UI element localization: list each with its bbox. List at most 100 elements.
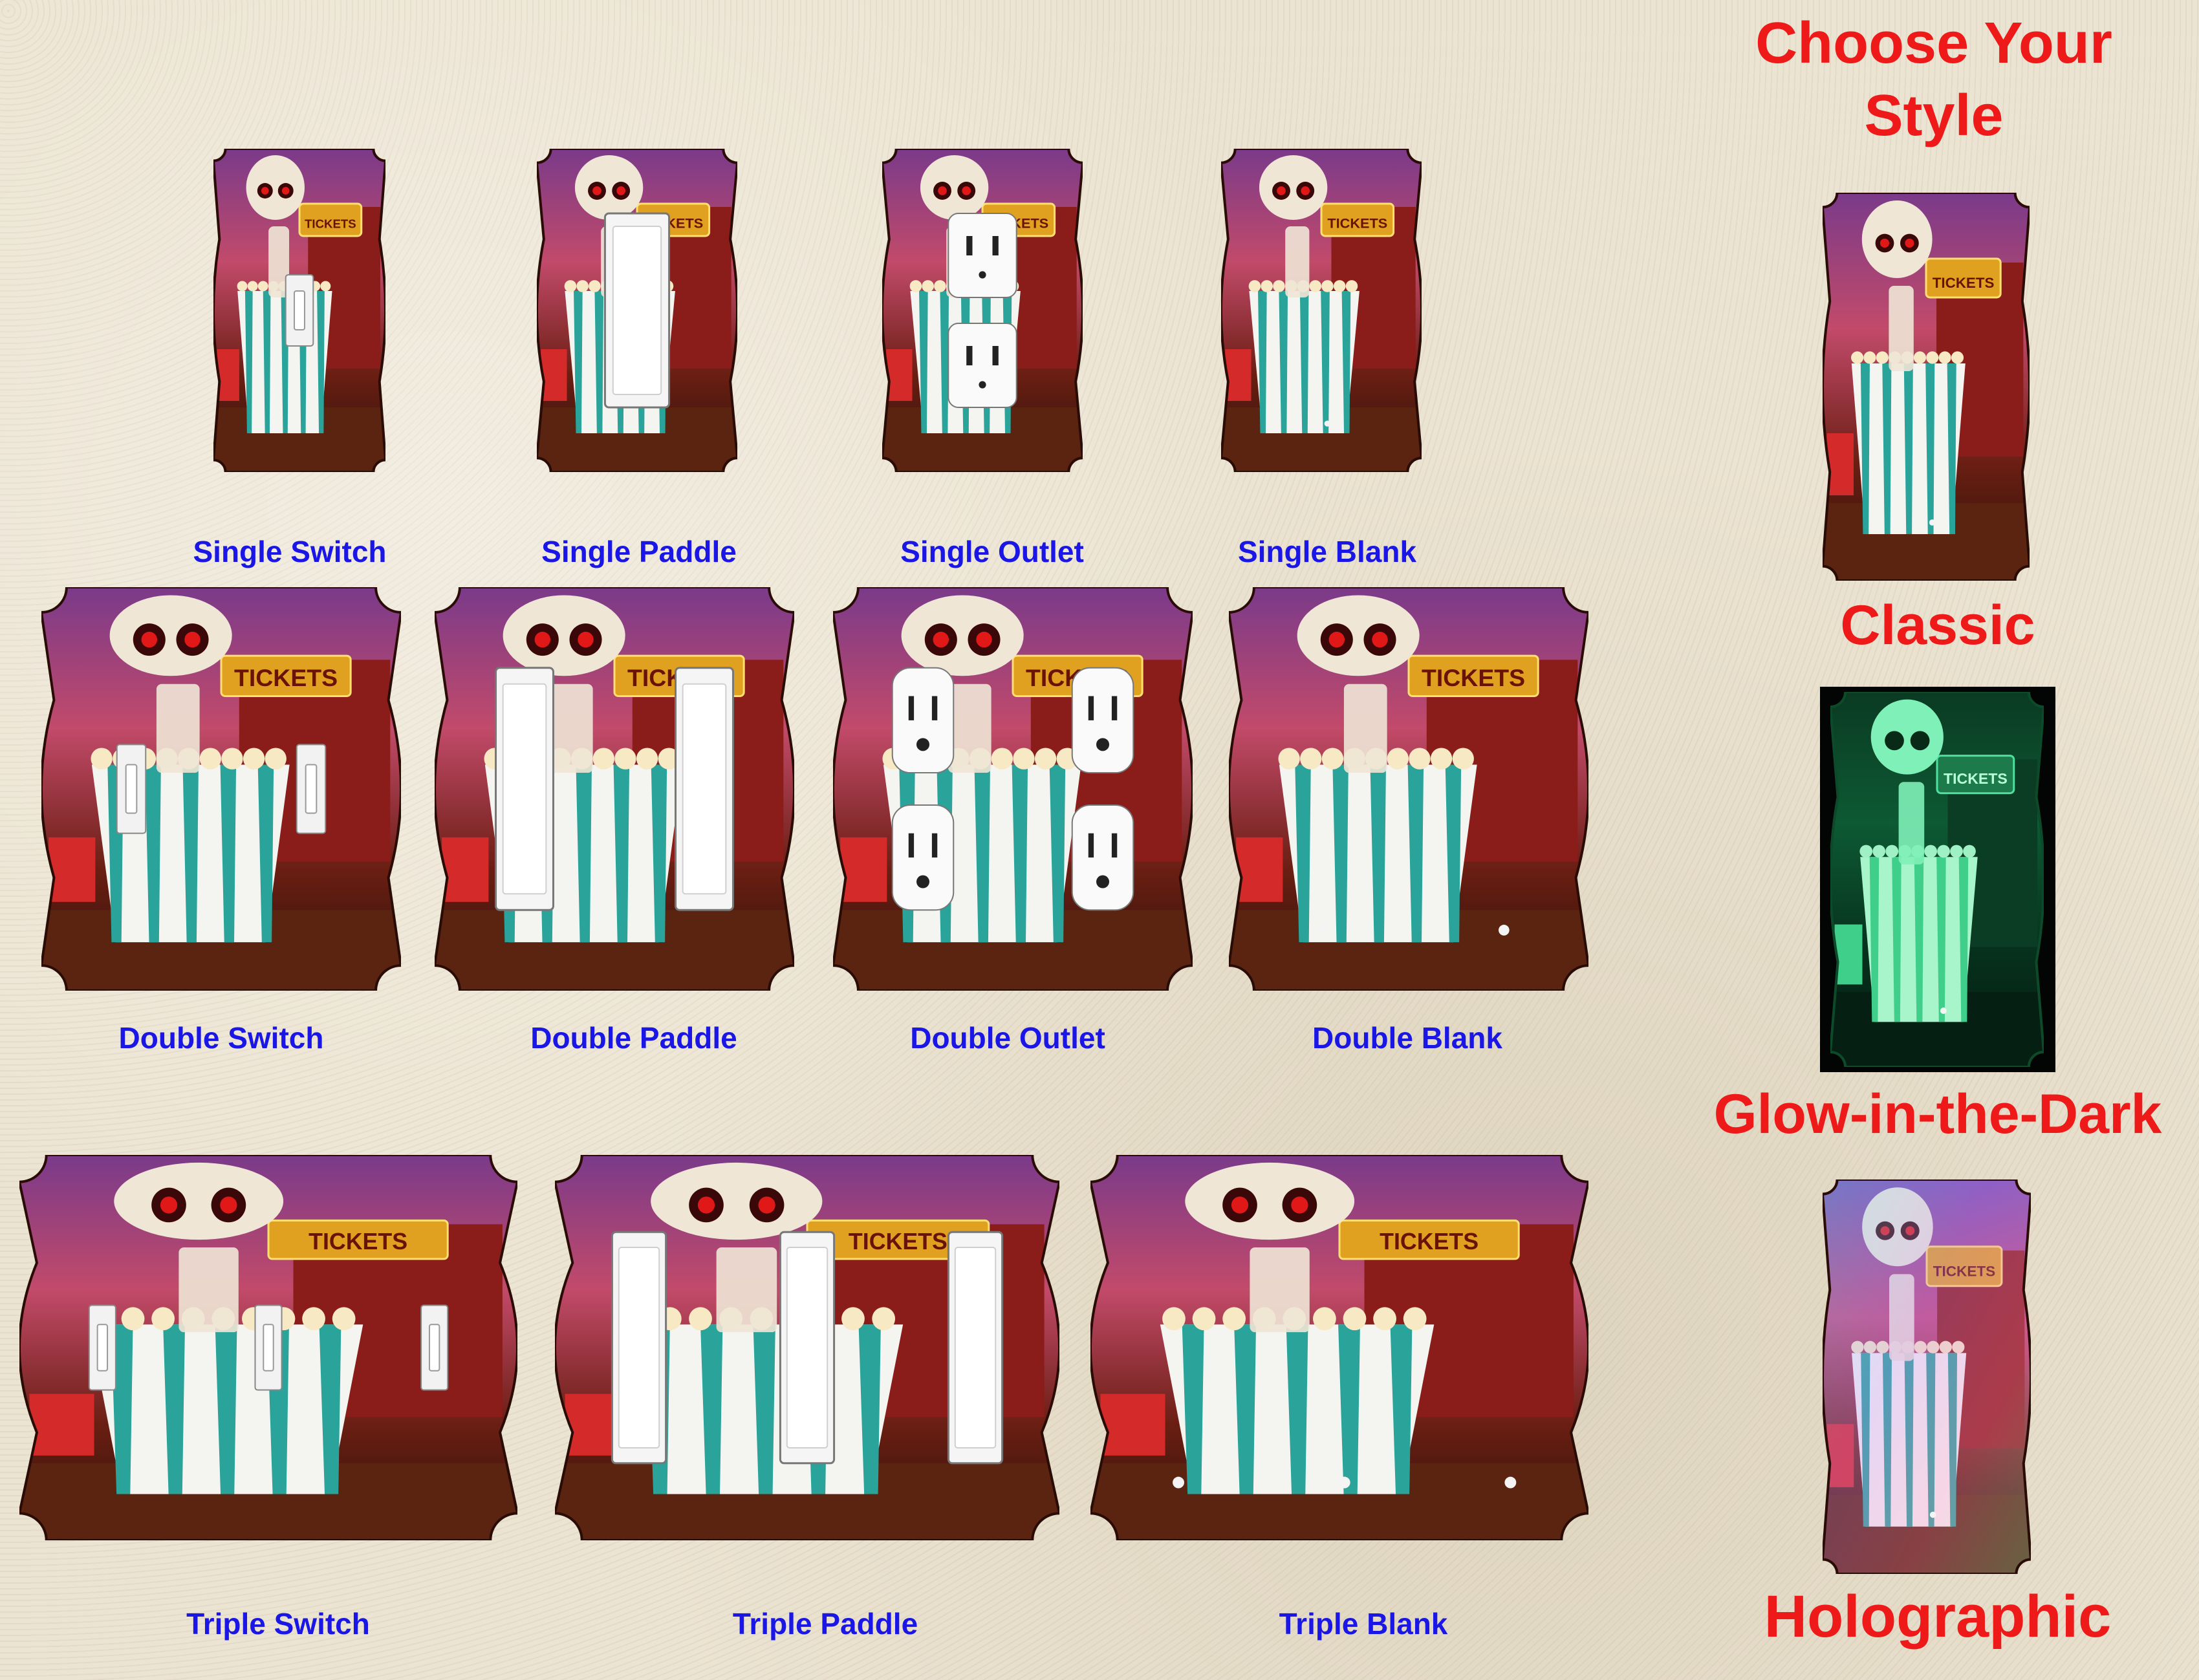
plate-triple-paddle[interactable]: TICKETS (555, 1155, 1059, 1540)
popcorn-kernel (332, 1307, 356, 1331)
label-double-blank: Double Blank (1312, 1021, 1502, 1055)
plate-edge (1221, 149, 1422, 472)
popcorn-kernel (1321, 280, 1334, 292)
plate-double-paddle[interactable]: TICKETS (435, 587, 794, 991)
popcorn-cup (217, 349, 239, 401)
popcorn-cup (1236, 837, 1283, 902)
plate-triple-switch[interactable]: TICKETS (19, 1155, 517, 1540)
popcorn-box-stripe (1958, 857, 1969, 1022)
label-triple-paddle: Triple Paddle (732, 1607, 918, 1641)
plate-artwork: TICKETS (833, 587, 1193, 991)
popcorn-box-stripe (1332, 764, 1349, 943)
plate-edge (1823, 1179, 2031, 1574)
popcorn-kernel (1938, 351, 1951, 364)
plate-double-blank[interactable]: TICKETS (1229, 587, 1588, 991)
holographic-plate-thumbnail[interactable]: TICKETS (1823, 1179, 2031, 1574)
popcorn-kernel (841, 1307, 865, 1331)
popcorn-cup (29, 1394, 94, 1456)
popcorn-kernel (1373, 1307, 1396, 1331)
popcorn-box-stripe (940, 291, 949, 433)
popcorn-kernel (1345, 280, 1358, 292)
classic-plate-thumbnail[interactable]: TICKETS (1823, 193, 2030, 581)
popcorn-kernel (1851, 351, 1864, 364)
popcorn-box-stripe (858, 1324, 881, 1494)
screw-hole (1929, 519, 1936, 526)
popcorn-box-stripe (613, 764, 630, 943)
popcorn-box-stripe (1936, 857, 1946, 1022)
popcorn-kernel (1309, 280, 1321, 292)
plate-single-blank[interactable]: TICKETS (1221, 149, 1422, 472)
outlet-ground (979, 381, 986, 389)
popcorn-box-stripe (1012, 764, 1028, 943)
skull-eye-glow-right (616, 186, 626, 195)
tickets-sign-text: TICKETS (234, 664, 338, 691)
popcorn-box-stripe (145, 764, 161, 943)
outlet-slot (1088, 696, 1094, 720)
plate-triple-blank[interactable]: TICKETS (1090, 1155, 1588, 1540)
skull (1259, 155, 1328, 220)
skull-eye-glow-right (962, 186, 971, 195)
plate-double-outlet[interactable]: TICKETS (833, 587, 1193, 991)
popcorn-box-stripe (111, 1324, 133, 1494)
plate-artwork: TICKETS (1090, 1155, 1588, 1540)
popcorn-box-stripe (1286, 1324, 1308, 1494)
skull-eye-right (1910, 731, 1930, 751)
skeleton-ribcage (1250, 1247, 1310, 1333)
screw-hole (1504, 1476, 1517, 1489)
popcorn-kernel (1333, 280, 1346, 292)
plate-edge (1090, 1155, 1588, 1540)
plate-single-paddle[interactable]: TICKETS (537, 149, 737, 472)
skeleton-ribcage (156, 684, 200, 773)
popcorn-box-stripe (1370, 764, 1386, 943)
plate-single-switch[interactable]: TICKETS (213, 149, 385, 472)
popcorn-kernel (1034, 748, 1057, 770)
popcorn-box-stripe (1234, 1324, 1257, 1494)
plate-double-switch[interactable]: TICKETS (41, 587, 401, 991)
toggle-lever (96, 1324, 109, 1372)
outlet-ground (1096, 738, 1110, 751)
popcorn-kernel (1248, 280, 1261, 292)
popcorn-kernel (1403, 1307, 1427, 1331)
tickets-sign (1338, 1219, 1520, 1260)
skull (920, 155, 989, 220)
paddle-rocker (954, 1247, 997, 1448)
outlet-slot (908, 696, 915, 720)
outlet-ground (916, 875, 930, 888)
skeleton-ribcage (716, 1247, 777, 1333)
popcorn-kernel (1261, 280, 1273, 292)
glow-plate-thumbnail[interactable]: TICKETS (1830, 692, 2044, 1067)
popcorn-kernel (1300, 748, 1322, 770)
skeleton-ribcage (179, 1247, 239, 1333)
paddle-rocker (682, 683, 727, 895)
popcorn-box-stripe (182, 764, 199, 943)
popcorn-box-stripe (1321, 291, 1330, 433)
popcorn-box-stripe (1279, 291, 1288, 433)
outlet-ground (979, 271, 986, 279)
popcorn-kernel (564, 280, 577, 292)
paddle-rocker (618, 1247, 660, 1448)
popcorn-cup (541, 349, 567, 401)
popcorn-box-stripe (1914, 857, 1924, 1022)
popcorn-kernel (221, 748, 243, 770)
plate-single-outlet[interactable]: TICKETS (882, 149, 1083, 472)
popcorn-kernel (1313, 1307, 1336, 1331)
skeleton-ribcage (1889, 286, 1914, 371)
tickets-sign-text: TICKETS (1933, 275, 1995, 291)
skull-eye-glow-left (1277, 186, 1286, 195)
popcorn-box-stripe (1295, 764, 1311, 943)
skull (1185, 1162, 1355, 1240)
outlet-receptacle (948, 213, 1017, 298)
popcorn-kernel (1278, 748, 1300, 770)
label-triple-blank: Triple Blank (1279, 1607, 1448, 1641)
skeleton-ribcage (948, 684, 991, 773)
popcorn-cup (1100, 1394, 1165, 1456)
popcorn-kernel (1951, 351, 1964, 364)
plate-edge (833, 587, 1193, 991)
skull-eye-glow-left (534, 631, 551, 648)
popcorn-kernel (1273, 280, 1285, 292)
outlet-slot (1111, 696, 1118, 720)
popcorn-cup (1225, 349, 1251, 401)
toggle-lever (305, 764, 318, 814)
skull-eye-glow-left (1328, 631, 1345, 648)
tickets-sign-text: TICKETS (1380, 1229, 1479, 1255)
